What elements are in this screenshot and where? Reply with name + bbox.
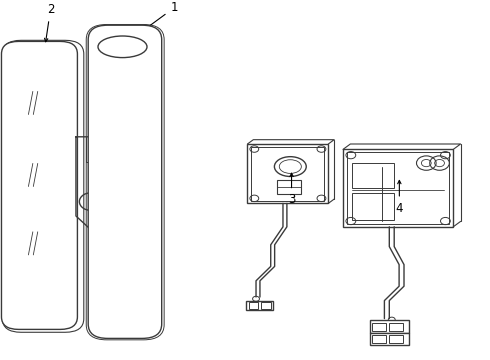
FancyBboxPatch shape	[88, 25, 162, 338]
Bar	[369, 333, 409, 345]
Bar	[372, 335, 386, 343]
Ellipse shape	[98, 36, 147, 58]
Bar	[247, 144, 328, 203]
Bar	[23, 85, 52, 119]
Bar	[246, 301, 273, 310]
Text: 2: 2	[45, 3, 54, 42]
Text: 3: 3	[288, 173, 295, 206]
Text: 1: 1	[133, 1, 178, 38]
Bar	[113, 151, 140, 176]
Bar	[352, 193, 394, 220]
Bar	[25, 90, 48, 116]
Bar	[277, 180, 301, 194]
Bar	[343, 149, 453, 227]
FancyBboxPatch shape	[1, 41, 77, 329]
Bar	[347, 152, 449, 224]
Bar	[369, 320, 409, 333]
Bar	[25, 230, 48, 256]
Bar	[372, 323, 386, 331]
Bar	[389, 323, 403, 331]
Bar	[261, 302, 270, 309]
Bar	[96, 232, 113, 241]
Text: 4: 4	[395, 180, 403, 215]
Bar	[113, 223, 132, 248]
Bar	[113, 72, 140, 97]
Bar	[23, 157, 52, 191]
Bar	[389, 335, 403, 343]
Bar	[25, 162, 48, 188]
Bar	[96, 189, 122, 209]
Bar	[352, 163, 394, 188]
Bar	[251, 147, 324, 201]
Bar	[248, 302, 259, 309]
Bar	[23, 225, 52, 259]
